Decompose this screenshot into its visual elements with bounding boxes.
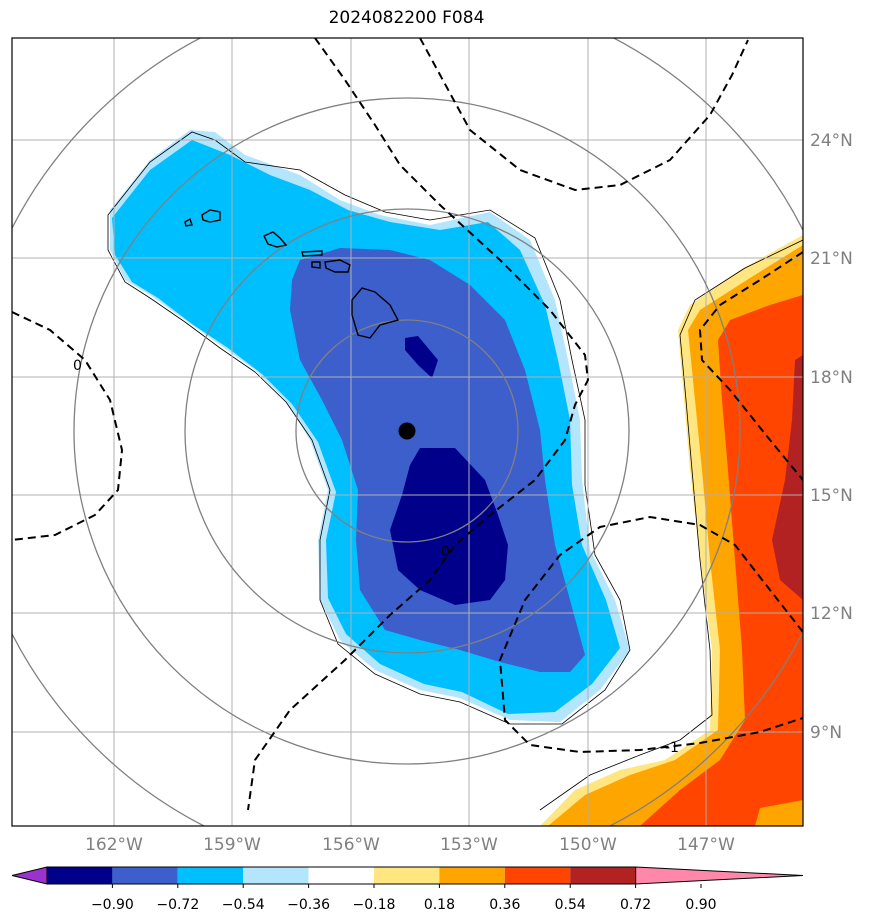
colorbar-tick-label: 0.72: [620, 897, 651, 913]
lat-label: 21°N: [810, 249, 853, 269]
colorbar-tick-label: 0.54: [555, 897, 586, 913]
colorbar-frame: [46, 866, 637, 885]
colorbar-swatch: [243, 867, 309, 884]
lon-label: 156°W: [322, 835, 380, 855]
storm-center-marker: [398, 422, 416, 440]
map-title: 2024082200 F084: [328, 8, 485, 28]
colorbar-swatch: [570, 867, 636, 884]
anomaly-outline-east: [539, 239, 803, 811]
colorbar-swatch: [112, 867, 178, 884]
lon-label: 153°W: [440, 835, 498, 855]
colorbar-swatch: [47, 867, 113, 884]
colorbar: −0.90 −0.72 −0.54 −0.36 −0.18 0.18 0.36 0.54 0.7…: [11, 866, 804, 913]
colorbar-tick-label: −0.72: [156, 897, 199, 913]
lon-label: 162°W: [85, 835, 143, 855]
longitude-labels: 162°W 159°W 156°W 153°W 150°W 147°W: [85, 835, 735, 855]
dashed-contours: [12, 38, 803, 811]
colorbar-tick-label: 0.90: [685, 897, 716, 913]
lon-label: 150°W: [559, 835, 617, 855]
colorbar-tick-label: −0.90: [91, 897, 134, 913]
colorbar-tick-label: 0.18: [424, 897, 455, 913]
contour-label-zero-center: 0: [441, 544, 450, 560]
positive-anomaly-090: [772, 355, 803, 600]
lat-label: 12°N: [810, 604, 853, 624]
colorbar-swatch: [177, 867, 244, 884]
range-rings: [12, 38, 803, 826]
anomaly-outline: [107, 131, 631, 725]
colorbar-swatch: [308, 867, 374, 884]
colorbar-tick-label: −0.36: [287, 897, 330, 913]
lon-label: 147°W: [677, 835, 735, 855]
island-outlines: [184, 209, 400, 339]
colorbar-swatch: [504, 867, 571, 884]
lat-label: 15°N: [810, 486, 853, 506]
colorbar-extend-high: [635, 866, 804, 885]
contour-label-minus-one: -1: [665, 740, 679, 756]
colorbar-tick-label: −0.54: [222, 897, 265, 913]
lat-label: 24°N: [810, 131, 853, 151]
colorbar-swatch: [374, 867, 440, 884]
map-area: 0 0 -1: [12, 38, 803, 826]
positive-anomaly-072: [640, 295, 803, 826]
lon-label: 159°W: [203, 835, 261, 855]
lat-lon-grid: [12, 38, 803, 826]
colorbar-extend-low: [11, 866, 48, 885]
positive-anomaly-054b: [755, 800, 803, 826]
colorbar-tick-label: −0.18: [353, 897, 396, 913]
lat-label: 9°N: [810, 723, 842, 743]
negative-anomaly-072b: [405, 336, 438, 378]
map-frame: [11, 37, 804, 827]
contour-label-zero-west: 0: [73, 358, 82, 374]
negative-anomaly-072: [390, 448, 508, 605]
colorbar-tick-label: 0.36: [489, 897, 520, 913]
colorbar-swatch: [439, 867, 505, 884]
lat-label: 18°N: [810, 368, 853, 388]
latitude-labels: 24°N 21°N 18°N 15°N 12°N 9°N: [810, 131, 853, 743]
